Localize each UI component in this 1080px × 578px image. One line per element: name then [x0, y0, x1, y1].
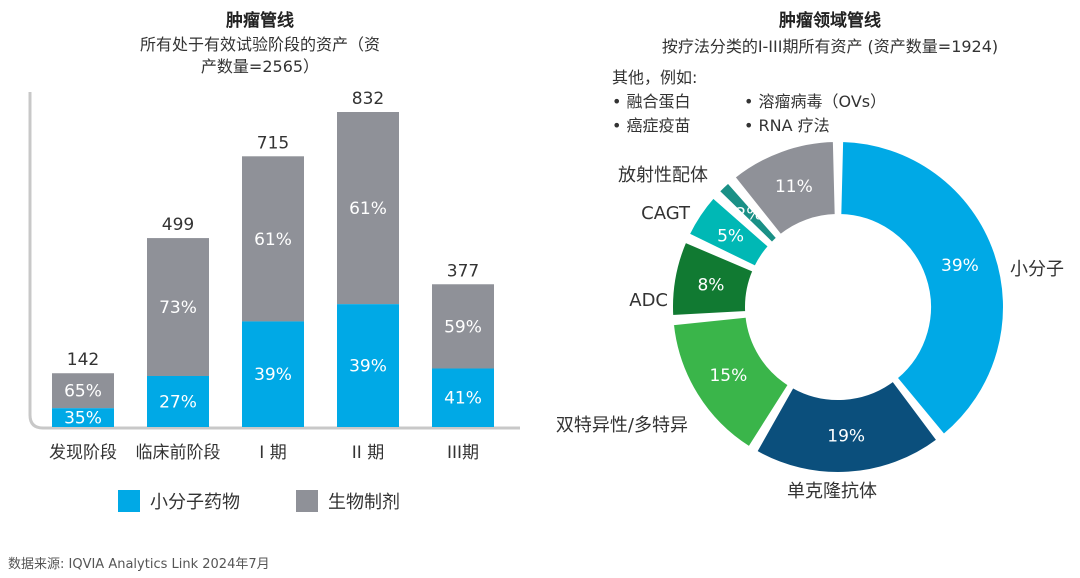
bar-total-label: 832: [352, 89, 384, 109]
others-item: • 融合蛋白: [612, 92, 691, 111]
donut-chart-title: 肿瘤领域管线: [779, 11, 881, 31]
legend-swatch-biologic: [296, 490, 318, 512]
bar-total-label: 142: [67, 350, 99, 370]
slice-value-label: 8%: [697, 276, 724, 296]
bar-chart-title: 肿瘤管线: [226, 11, 294, 31]
donut-slice: [671, 240, 755, 318]
bar-segment-biologic: [147, 238, 209, 376]
slice-label-mab: 单克隆抗体: [787, 481, 877, 502]
legend-item-biologic: 生物制剂: [296, 488, 400, 514]
category-label: II 期: [352, 443, 384, 463]
legend-label-small-molecule: 小分子药物: [150, 492, 240, 513]
category-label: I 期: [259, 443, 286, 463]
slice-label-cagt: CAGT: [641, 203, 691, 224]
bar-segment-label-biologic: 65%: [64, 382, 102, 402]
bar-total-label: 499: [162, 215, 194, 235]
bar-segment-small-molecule: [337, 304, 399, 427]
bar-chart-subtitle: 所有处于有效试验阶段的资产（资 产数量=2565）: [80, 34, 440, 78]
others-item-label: RNA 疗法: [758, 116, 830, 135]
bar-segment-label-small-molecule: 41%: [444, 389, 482, 409]
bar-segment-label-small-molecule: 35%: [64, 409, 102, 429]
donut-slice: [754, 379, 939, 474]
bar-chart-subtitle-line1: 所有处于有效试验阶段的资产（资: [139, 35, 380, 54]
others-item: • 溶瘤病毒（OVs）: [744, 92, 887, 111]
others-item-label: 溶瘤病毒（OVs）: [758, 92, 887, 111]
slice-value-label: 11%: [775, 177, 813, 197]
legend-item-small-molecule: 小分子药物: [118, 488, 240, 514]
bar-segment-biologic: [432, 284, 494, 369]
legend-swatch-small-molecule: [118, 490, 140, 512]
donut-slice: [671, 315, 791, 449]
donut-chart: 39% 小分子 19% 单克隆抗体 15% 双特异性/多特异 8% ADC 5% CAGT 2% 放射…: [556, 140, 1064, 502]
bar-chart-legend: 小分子药物 生物制剂: [118, 488, 400, 514]
category-label: 发现阶段: [49, 443, 117, 463]
donut-slice: [717, 181, 779, 245]
bar-total-label: 715: [257, 133, 289, 153]
others-note: 其他，例如: • 融合蛋白 • 溶瘤病毒（OVs） • 癌症疫苗 • RNA 疗…: [612, 66, 932, 138]
others-item: • RNA 疗法: [744, 116, 830, 135]
bar-segment-biologic: [242, 156, 304, 322]
bar-segment-label-biologic: 59%: [444, 317, 482, 337]
bar-segment-label-biologic: 61%: [254, 230, 292, 250]
bar-segment-small-molecule: [432, 368, 494, 427]
bar-segment-label-small-molecule: 27%: [159, 392, 197, 412]
bar-segment-label-biologic: 61%: [349, 199, 387, 219]
bar-segment-label-small-molecule: 39%: [254, 365, 292, 385]
bar-segment-small-molecule: [242, 321, 304, 427]
bar-chart-subtitle-line2: 产数量=2565）: [200, 57, 320, 76]
donut-slice: [839, 140, 1005, 437]
slice-label-bispecific: 双特异性/多特异: [556, 415, 688, 436]
bar-segment-label-small-molecule: 39%: [349, 357, 387, 377]
donut-slice: [687, 196, 771, 269]
slice-value-label: 5%: [717, 227, 744, 247]
chart-axis: [28, 92, 520, 430]
source-note: 数据来源: IQVIA Analytics Link 2024年7月: [8, 557, 270, 572]
bar-total-label: 377: [447, 261, 479, 281]
others-heading: 其他，例如:: [612, 68, 698, 87]
legend-label-biologic: 生物制剂: [328, 492, 400, 513]
bar-segment-biologic: [52, 373, 114, 409]
slice-value-label: 15%: [709, 366, 747, 386]
others-item-label: 癌症疫苗: [626, 116, 691, 135]
slice-label-small-molecule: 小分子: [1010, 259, 1064, 280]
category-label: 临床前阶段: [136, 443, 221, 463]
others-item-label: 融合蛋白: [626, 92, 691, 111]
slice-value-label: 39%: [941, 256, 979, 276]
bar-segment-biologic: [337, 112, 399, 305]
bar-segment-small-molecule: [52, 408, 114, 427]
bar-segment-small-molecule: [147, 375, 209, 427]
slice-label-radioligand: 放射性配体: [618, 165, 708, 186]
stacked-bar-chart: 142 65% 35% 发现阶段 499 73% 27% 临床前阶段 715 61% 39% I 期 8…: [28, 89, 520, 463]
others-item: • 癌症疫苗: [612, 116, 691, 135]
slice-label-adc: ADC: [629, 290, 668, 311]
bar-segment-label-biologic: 73%: [159, 298, 197, 318]
donut-slice: [733, 140, 837, 237]
slice-value-label: 19%: [827, 427, 865, 447]
donut-chart-subtitle: 按疗法分类的I-III期所有资产 (资产数量=1924): [661, 37, 999, 56]
category-label: III期: [447, 443, 479, 463]
slice-value-label: 2%: [735, 205, 762, 225]
